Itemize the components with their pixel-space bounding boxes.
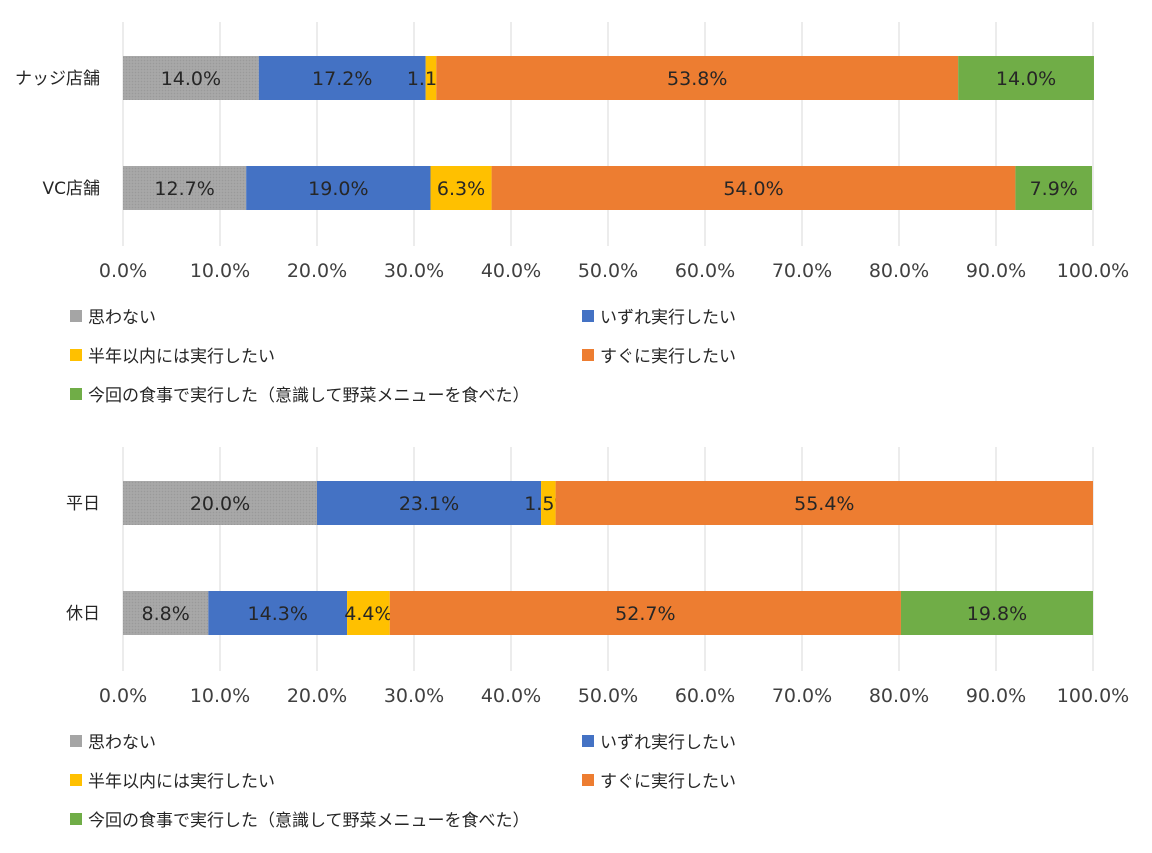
legend-item: いずれ実行したい xyxy=(582,303,736,328)
data-label: 7.9% xyxy=(1030,178,1078,200)
bar-segment xyxy=(555,481,1093,525)
category-label: 平日 xyxy=(66,494,100,514)
bar-segment xyxy=(123,56,259,100)
data-label: 12.7% xyxy=(154,178,214,200)
category-label: VC店舗 xyxy=(43,179,101,199)
x-tick-label: 50.0% xyxy=(578,685,638,707)
legend-item: 今回の食事で実行した（意識して野菜メニューを食べた） xyxy=(70,806,530,831)
legend-label: 半年以内には実行したい xyxy=(88,347,275,367)
data-label: 6.3% xyxy=(437,178,485,200)
x-tick-label: 60.0% xyxy=(675,685,735,707)
bar-segment xyxy=(491,166,1016,210)
x-tick-label: 80.0% xyxy=(869,685,929,707)
legend-label: 思わない xyxy=(88,733,156,753)
legend-item: 半年以内には実行したい xyxy=(70,767,275,792)
x-tick-label: 20.0% xyxy=(287,685,347,707)
legend-label: いずれ実行したい xyxy=(600,733,736,753)
legend-label: すぐに実行したい xyxy=(600,772,736,792)
data-label: 20.0% xyxy=(190,493,250,515)
bar-segment xyxy=(317,481,542,525)
legend-swatch xyxy=(70,309,82,322)
legend-item: すぐに実行したい xyxy=(582,342,736,367)
data-label: 8.8% xyxy=(142,603,190,625)
legend-swatch xyxy=(70,812,82,825)
x-tick-label: 70.0% xyxy=(772,260,832,282)
bar-segment xyxy=(208,591,348,635)
bar-segment xyxy=(958,56,1094,100)
legend-label: 今回の食事で実行した（意識して野菜メニューを食べた） xyxy=(88,386,530,406)
bar-segment xyxy=(347,591,390,635)
data-label: 54.0% xyxy=(723,178,783,200)
legend-label: すぐに実行したい xyxy=(600,347,736,367)
legend-swatch xyxy=(582,309,594,322)
bar-segment xyxy=(258,56,426,100)
legend-label: 思わない xyxy=(88,308,156,328)
legend-swatch xyxy=(70,387,82,400)
legend-swatch xyxy=(70,348,82,361)
legend-label: 今回の食事で実行した（意識して野菜メニューを食べた） xyxy=(88,811,530,831)
legend-item: 思わない xyxy=(70,303,156,328)
bar-segment xyxy=(436,56,959,100)
x-tick-label: 40.0% xyxy=(481,260,541,282)
x-tick-label: 80.0% xyxy=(869,260,929,282)
bar-segment xyxy=(425,56,437,100)
x-tick-label: 10.0% xyxy=(190,685,250,707)
x-tick-label: 0.0% xyxy=(99,260,147,282)
bar-segment xyxy=(430,166,492,210)
data-label: 53.8% xyxy=(667,68,727,90)
bar-segment xyxy=(123,591,209,635)
x-tick-label: 60.0% xyxy=(675,260,735,282)
legend-swatch xyxy=(70,734,82,747)
x-tick-label: 30.0% xyxy=(384,260,444,282)
data-label: 23.1% xyxy=(399,493,459,515)
data-label: 19.0% xyxy=(308,178,368,200)
legend-item: 思わない xyxy=(70,728,156,753)
data-label: 14.0% xyxy=(161,68,221,90)
stacked-bar-chart-day-type: 0.0% 10.0% 20.0% 30.0% 40.0% 50.0% 60.0% 70.0% 8… xyxy=(66,447,1129,707)
legend-swatch xyxy=(582,734,594,747)
data-label: 55.4% xyxy=(794,493,854,515)
bar-segment xyxy=(1015,166,1093,210)
legend-item: すぐに実行したい xyxy=(582,767,736,792)
legend-item: 半年以内には実行したい xyxy=(70,342,275,367)
bar-segment xyxy=(541,481,556,525)
bar-segment xyxy=(123,166,247,210)
legend-item: 今回の食事で実行した（意識して野菜メニューを食べた） xyxy=(70,381,530,406)
data-label: 14.3% xyxy=(248,603,308,625)
bar-segment xyxy=(123,481,317,525)
x-tick-label: 100.0% xyxy=(1057,685,1129,707)
x-tick-label: 0.0% xyxy=(99,685,147,707)
category-label: 休日 xyxy=(66,604,100,624)
bar-segment xyxy=(900,591,1093,635)
x-tick-label: 90.0% xyxy=(966,260,1026,282)
data-label: 4.4% xyxy=(344,603,392,625)
data-label: 14.0% xyxy=(996,68,1056,90)
x-tick-label: 30.0% xyxy=(384,685,444,707)
legend-item: いずれ実行したい xyxy=(582,728,736,753)
data-label: 52.7% xyxy=(615,603,675,625)
data-label: 19.8% xyxy=(967,603,1027,625)
x-tick-label: 70.0% xyxy=(772,685,832,707)
bar-segment xyxy=(389,591,901,635)
x-tick-label: 10.0% xyxy=(190,260,250,282)
legend-swatch xyxy=(582,773,594,786)
legend-swatch xyxy=(582,348,594,361)
x-tick-label: 50.0% xyxy=(578,260,638,282)
legend-label: いずれ実行したい xyxy=(600,308,736,328)
legend-swatch xyxy=(70,773,82,786)
data-label: 17.2% xyxy=(312,68,372,90)
x-tick-label: 20.0% xyxy=(287,260,347,282)
x-tick-label: 100.0% xyxy=(1057,260,1129,282)
bar-segment xyxy=(246,166,431,210)
x-tick-label: 90.0% xyxy=(966,685,1026,707)
stacked-bar-chart-store-type: 0.0% 10.0% 20.0% 30.0% 40.0% 50.0% 60.0% 70.0% 8… xyxy=(15,22,1129,282)
category-label: ナッジ店舗 xyxy=(15,69,100,89)
legend-label: 半年以内には実行したい xyxy=(88,772,275,792)
x-tick-label: 40.0% xyxy=(481,685,541,707)
